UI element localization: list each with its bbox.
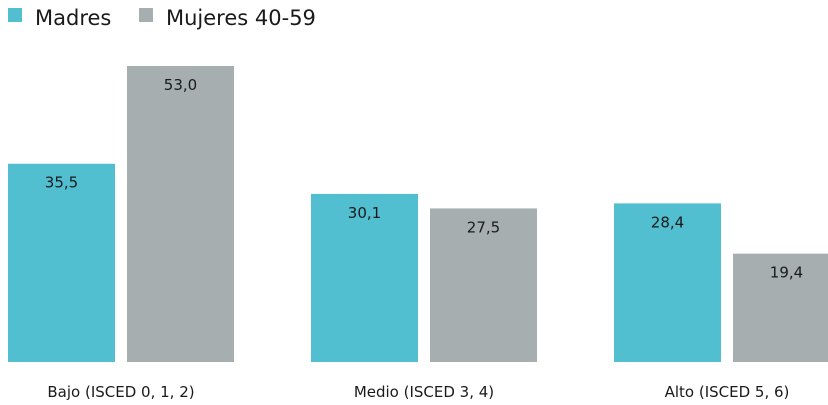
- bar-madres-medio-isced-3-4: [311, 193, 418, 362]
- bar-mujeres-40-59-medio-isced-3-4: [430, 208, 537, 362]
- legend-swatch-madres: [8, 8, 22, 22]
- value-label-madres-medio-isced-3-4: 30,1: [348, 204, 381, 222]
- legend-label-madres: Madres: [35, 6, 111, 30]
- value-label-madres-bajo-isced-0-1-2: 35,5: [45, 174, 78, 192]
- bar-madres-bajo-isced-0-1-2: [8, 163, 115, 362]
- bar-mujeres-40-59-alto-isced-5-6: [733, 253, 828, 362]
- legend: Madres Mujeres 40-59: [8, 6, 316, 30]
- value-label-madres-alto-isced-5-6: 28,4: [651, 213, 684, 231]
- bar-madres-alto-isced-5-6: [614, 203, 721, 362]
- category-labels-group: Bajo (ISCED 0, 1, 2) Medio (ISCED 3, 4) Al…: [47, 383, 789, 401]
- legend-label-mujeres-40-59: Mujeres 40-59: [166, 6, 316, 30]
- value-label-mujeres-40-59-bajo-isced-0-1-2: 53,0: [164, 76, 197, 94]
- value-label-mujeres-40-59-medio-isced-3-4: 27,5: [467, 218, 500, 236]
- bars-group: [8, 66, 828, 362]
- category-label-alto-isced-5-6: Alto (ISCED 5, 6): [665, 383, 790, 401]
- category-label-bajo-isced-0-1-2: Bajo (ISCED 0, 1, 2): [47, 383, 194, 401]
- legend-swatch-mujeres-40-59: [139, 8, 153, 22]
- value-labels-group: 35,5 53,0 30,1 27,5 28,4 19,4: [45, 76, 803, 282]
- value-label-mujeres-40-59-alto-isced-5-6: 19,4: [770, 264, 803, 282]
- category-label-medio-isced-3-4: Medio (ISCED 3, 4): [354, 383, 494, 401]
- bar-mujeres-40-59-bajo-isced-0-1-2: [127, 66, 234, 362]
